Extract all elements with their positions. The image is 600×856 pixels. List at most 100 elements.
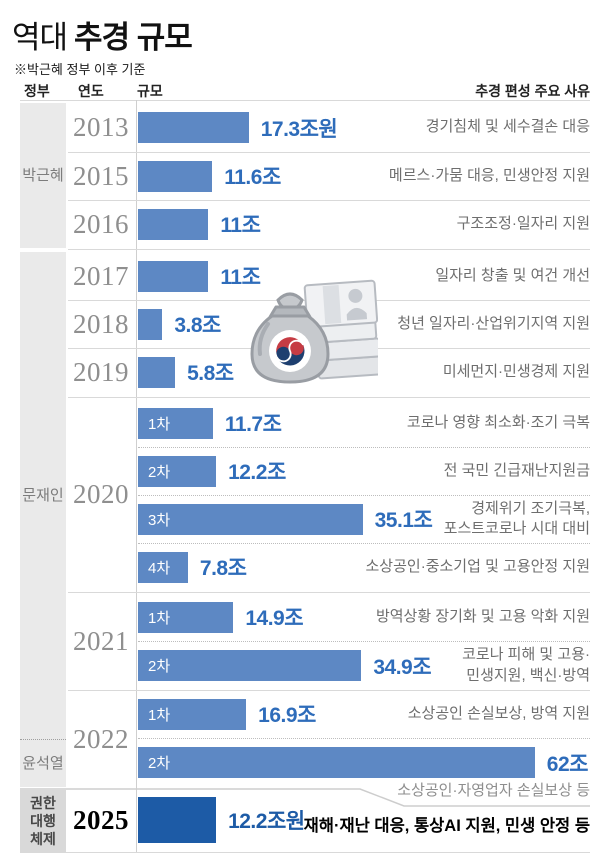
- value-label: 3.8조: [174, 314, 221, 337]
- year-label-2022: 2022: [73, 723, 129, 754]
- bar-axis-line: [136, 100, 137, 852]
- divider-top: [20, 100, 590, 101]
- government-label: 박근혜: [22, 166, 64, 184]
- page-title: 역대 추경 규모: [12, 12, 193, 57]
- value-label: 5.8조: [187, 362, 234, 385]
- budget-bar-2025: [138, 796, 217, 843]
- government-block-moon: 문재인: [20, 252, 66, 739]
- divider-dotted: [138, 738, 590, 739]
- title-prefix: 역대: [12, 20, 68, 55]
- round-label: 1차: [148, 609, 171, 627]
- bar-row: 11조 구조조정·일자리 지원: [138, 200, 590, 248]
- budget-bar: [138, 308, 163, 340]
- column-header-scale: 규모: [137, 83, 163, 99]
- round-label: 4차: [148, 559, 171, 577]
- stepped-divider: [20, 788, 590, 807]
- column-header-government: 정부: [24, 83, 50, 99]
- divider-dotted: [138, 495, 590, 496]
- reason-label: 청년 일자리·산업위기지역 지원: [397, 314, 590, 332]
- value-label: 11조: [220, 266, 261, 289]
- value-label: 7.8조: [199, 557, 247, 580]
- year-label-2013: 2013: [73, 112, 129, 142]
- year-label-2020: 2020: [73, 479, 129, 509]
- value-label: 16.9조: [258, 704, 316, 727]
- title-note: ※박근혜 정부 이후 기준: [14, 62, 146, 77]
- divider: [68, 592, 590, 593]
- round-label: 2차: [148, 658, 171, 675]
- reason-label: 소상공인 손실보상, 방역 지원: [407, 704, 590, 722]
- value-label: 35.1조: [374, 509, 433, 532]
- reason-label: 일자리 창출 및 여건 개선: [435, 266, 590, 284]
- budget-bar: 1차: [138, 698, 247, 730]
- government-block-park: 박근혜: [20, 103, 66, 248]
- budget-bar: [138, 112, 249, 143]
- government-label: 권한 대행 체제: [30, 794, 56, 848]
- year-label-2018: 2018: [73, 308, 129, 339]
- divider: [68, 397, 590, 398]
- government-label: 윤석열: [22, 754, 64, 772]
- year-label-2021: 2021: [73, 625, 129, 656]
- budget-bar: [138, 356, 176, 388]
- reason-label: 전 국민 긴급재난지원금: [443, 461, 590, 479]
- reason-label: 경제위기 조기극복, 포스트코로나 시대 대비: [443, 499, 590, 537]
- round-label: 1차: [148, 706, 171, 724]
- bar-row: 2차 34.9조 코로나 피해 및 고용· 민생지원, 백신·방역: [138, 641, 590, 690]
- budget-bar: [138, 160, 213, 192]
- bar-row: 1차 14.9조 방역상황 장기화 및 고용 악화 지원: [138, 593, 590, 641]
- value-label: 34.9조: [373, 655, 432, 679]
- reason-label: 경기침체 및 세수결손 대응: [425, 118, 590, 136]
- round-label: 3차: [148, 511, 171, 529]
- budget-bar: 2차: [138, 747, 535, 778]
- budget-bar: 1차: [138, 601, 234, 633]
- column-header-reason: 추경 편성 주요 사유: [475, 83, 590, 99]
- round-label: 2차: [148, 463, 171, 481]
- value-label: 11.7조: [224, 413, 282, 436]
- government-block-yoon: 윤석열: [20, 739, 66, 787]
- reason-label: 소상공인·자영업자 손실보상 등: [397, 782, 590, 799]
- budget-bar: [138, 260, 209, 292]
- value-label: 14.9조: [245, 607, 304, 630]
- divider: [68, 249, 590, 250]
- round-label: 1차: [148, 415, 171, 433]
- title-main: 추경 규모: [74, 20, 193, 55]
- budget-bar: 4차: [138, 551, 188, 583]
- budget-bar: 2차: [138, 650, 362, 681]
- money-illustration: [250, 279, 378, 384]
- bar-row: 11조 일자리 창출 및 여건 개선: [138, 252, 590, 300]
- column-header-year: 연도: [78, 83, 104, 99]
- bar-row: 3.8조 청년 일자리·산업위기지역 지원: [138, 300, 590, 348]
- bar-row: 5.8조 미세먼지·민생경제 지원: [138, 348, 590, 396]
- divider: [68, 152, 590, 153]
- bar-row: 11.6조 메르스·가뭄 대응, 민생안정 지원: [138, 152, 590, 200]
- round-label: 2차: [148, 755, 171, 772]
- taegeuk-emblem-icon: [269, 330, 311, 372]
- reason-label: 코로나 영향 최소화·조기 극복: [406, 413, 590, 431]
- money-bag-icon: [250, 292, 330, 384]
- divider-bottom: [20, 852, 590, 853]
- budget-bar: [138, 208, 209, 240]
- year-label-2019: 2019: [73, 356, 129, 387]
- year-label-2017: 2017: [73, 260, 129, 291]
- value-label: 17.3조원: [260, 117, 338, 141]
- bar-row: 1차 16.9조 소상공인 손실보상, 방역 지원: [138, 690, 590, 738]
- bar-row: 4차 7.8조 소상공인·중소기업 및 고용안정 지원: [138, 543, 590, 591]
- divider: [68, 690, 590, 691]
- bar-row: 3차 35.1조 경제위기 조기극복, 포스트코로나 시대 대비: [138, 495, 590, 543]
- bar-row: 1차 11.7조 코로나 영향 최소화·조기 극복: [138, 399, 590, 447]
- year-label-2015: 2015: [73, 160, 129, 191]
- bar-row: 2차 62조 소상공인·자영업자 손실보상 등: [138, 738, 590, 799]
- divider-dotted: [138, 447, 590, 448]
- year-label-2016: 2016: [73, 208, 129, 239]
- reason-label: 방역상황 장기화 및 고용 악화 지원: [375, 607, 590, 625]
- reason-label: 구조조정·일자리 지원: [456, 214, 590, 232]
- divider-dotted: [138, 543, 590, 544]
- reason-label: 미세먼지·민생경제 지원: [442, 362, 590, 380]
- budget-bar: 3차: [138, 503, 363, 535]
- bar-row: 17.3조원 경기침체 및 세수결손 대응: [138, 103, 590, 152]
- value-label: 12.2조: [228, 461, 286, 484]
- divider: [68, 200, 590, 201]
- government-block-acting: 권한 대행 체제: [20, 790, 66, 852]
- year-label-2025: 2025: [73, 804, 129, 835]
- budget-bar: 2차: [138, 455, 217, 487]
